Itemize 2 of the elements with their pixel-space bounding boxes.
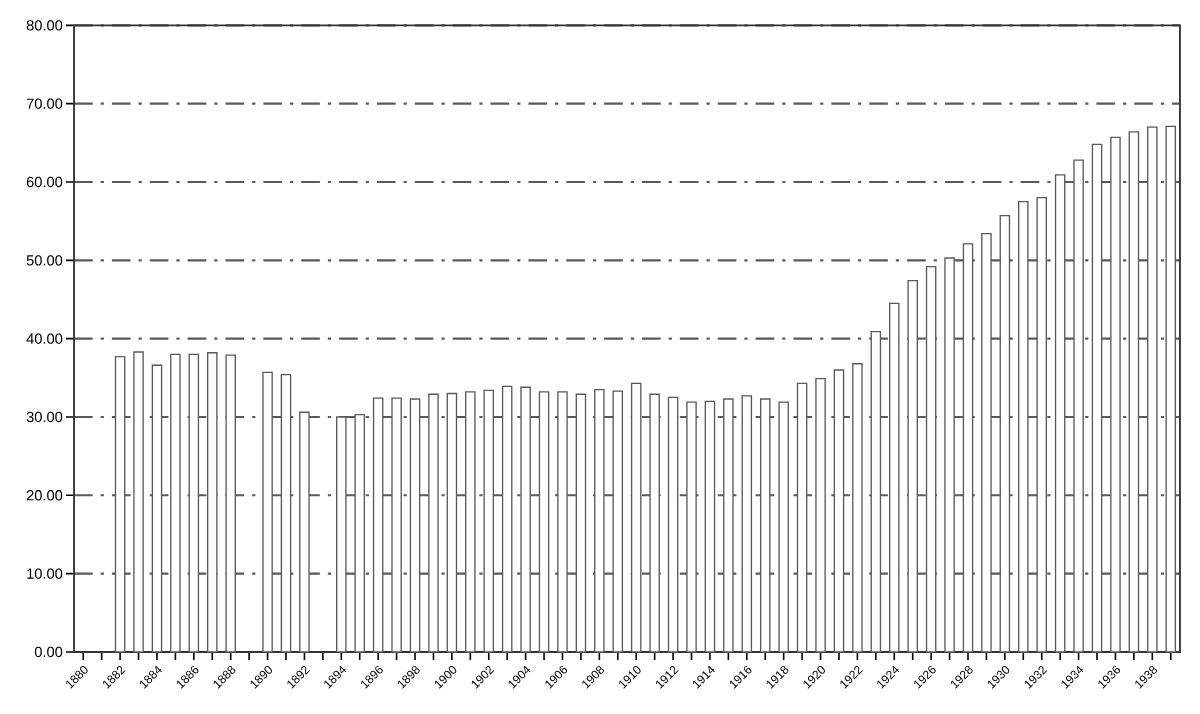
bar <box>741 395 753 653</box>
bar <box>778 401 789 653</box>
